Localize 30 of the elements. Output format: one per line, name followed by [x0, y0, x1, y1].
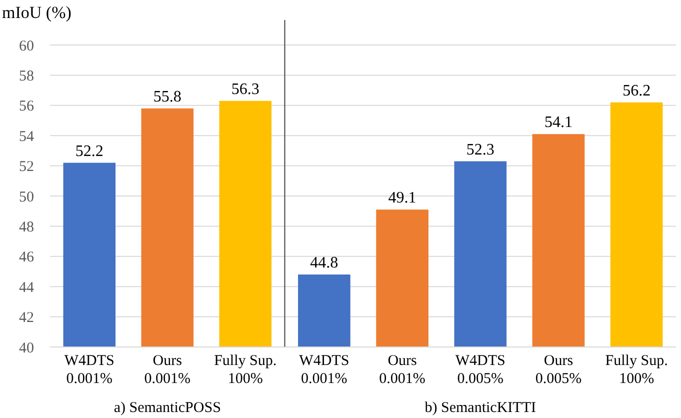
y-tick-label: 52 — [19, 159, 34, 176]
data-label: 55.8 — [153, 88, 182, 106]
data-label: 54.1 — [544, 114, 572, 132]
y-tick-label: 50 — [19, 189, 34, 206]
data-label: 52.2 — [75, 142, 104, 160]
x-axis-title: a) SemanticPOSS — [114, 400, 221, 416]
data-label: 52.3 — [466, 141, 494, 158]
y-tick-label: 40 — [19, 340, 34, 356]
x-tick-label: W4DTS 0.001% — [64, 353, 114, 387]
x-axis-title: b) SemanticKITTI — [424, 400, 536, 416]
x-tick-label: W4DTS 0.001% — [299, 353, 350, 387]
x-tick-label: Ours 0.001% — [379, 353, 426, 387]
x-tick-label: Fully Sup. 100% — [214, 353, 277, 387]
y-tick-label: 42 — [19, 310, 34, 326]
y-tick-label: 60 — [19, 38, 34, 54]
x-tick-label: Ours 0.001% — [144, 353, 190, 387]
data-label: 49.1 — [388, 190, 416, 207]
data-label: 56.2 — [622, 82, 651, 100]
x-tick-label: Fully Sup. 100% — [605, 353, 668, 387]
y-tick-label: 44 — [19, 280, 34, 296]
y-tick-label: 54 — [19, 128, 34, 145]
y-tick-label: 58 — [19, 68, 34, 84]
x-tick-label: Ours 0.005% — [535, 353, 582, 387]
data-label: 56.3 — [231, 80, 260, 98]
data-label: 44.8 — [310, 254, 338, 272]
y-tick-label: 48 — [19, 219, 34, 236]
y-tick-label: 56 — [19, 98, 34, 115]
x-tick-label: W4DTS 0.005% — [455, 353, 506, 387]
y-tick-label: 46 — [19, 250, 34, 266]
y-axis-title: mIoU (%) — [2, 3, 72, 22]
